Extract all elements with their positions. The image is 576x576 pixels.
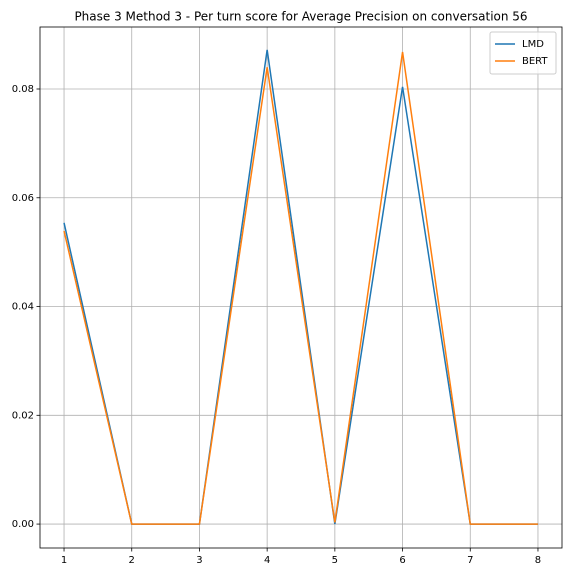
legend: LMD BERT xyxy=(489,31,557,75)
x-tick-label: 7 xyxy=(467,555,473,566)
x-tick-label: 6 xyxy=(399,555,405,566)
y-tick-label: 0.02 xyxy=(12,410,34,421)
y-tick-label: 0.06 xyxy=(12,193,34,204)
x-tick-label: 1 xyxy=(61,555,67,566)
line-series xyxy=(63,51,538,525)
x-tick-label: 2 xyxy=(129,555,135,566)
legend-label: BERT xyxy=(522,56,548,67)
y-tick-label: 0.08 xyxy=(12,84,34,95)
x-tick-label: 8 xyxy=(535,555,541,566)
plot-frame xyxy=(39,26,563,549)
y-tick-label: 0.04 xyxy=(12,302,34,313)
x-tick-label: 4 xyxy=(264,555,270,566)
legend-label: LMD xyxy=(522,39,544,50)
x-tick-label: 5 xyxy=(332,555,338,566)
legend-box xyxy=(489,31,557,75)
chart-title: Phase 3 Method 3 - Per turn score for Av… xyxy=(74,10,527,24)
y-tick-label: 0.00 xyxy=(12,519,34,530)
x-tick-label: 3 xyxy=(196,555,202,566)
